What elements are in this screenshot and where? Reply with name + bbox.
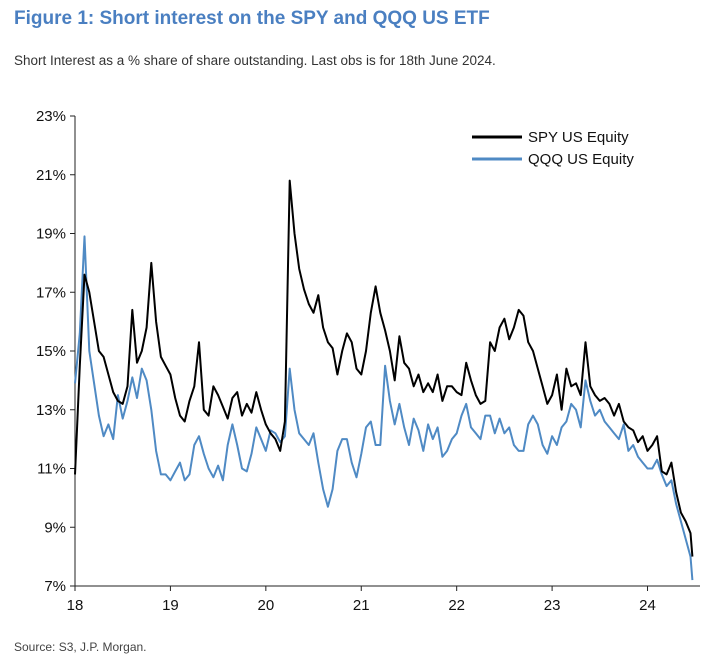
x-tick-label: 20 <box>257 597 274 614</box>
source-note: Source: S3, J.P. Morgan. <box>14 640 147 654</box>
series-line-spy <box>74 179 694 557</box>
y-tick-label: 13% <box>36 402 66 419</box>
legend-label-qqq: QQQ US Equity <box>528 151 634 168</box>
x-tick-label: 19 <box>162 597 179 614</box>
y-tick-label: 23% <box>36 108 66 125</box>
figure-title: Figure 1: Short interest on the SPY and … <box>14 8 490 29</box>
y-tick-label: 17% <box>36 284 66 301</box>
y-tick-label: 11% <box>37 461 66 478</box>
x-tick-label: 18 <box>67 597 84 614</box>
line-chart: 7%9%11%13%15%17%19%21%23%18 19 20 21 22 23 24 … <box>36 108 700 614</box>
legend-label-spy: SPY US Equity <box>528 129 629 146</box>
x-tick-label: 22 <box>448 597 465 614</box>
chart-legend: SPY US Equity QQQ US Equity <box>472 129 634 168</box>
chart-series <box>74 179 694 581</box>
chart-axes: 7% 9% 11% 13% 15% 17% 19% 21% 23% 18 19 20 21 22 23 24 <box>36 108 700 614</box>
y-tick-label: 19% <box>36 226 66 243</box>
series-line-qqq <box>74 235 694 581</box>
y-tick-label: 15% <box>36 343 66 360</box>
figure-subtitle: Short Interest as a % share of share out… <box>14 53 496 68</box>
y-tick-label: 7% <box>44 578 66 595</box>
y-tick-label: 21% <box>36 167 66 184</box>
y-tick-label: 9% <box>44 519 66 536</box>
x-tick-label: 23 <box>544 597 561 614</box>
x-tick-label: 24 <box>639 597 656 614</box>
x-tick-label: 21 <box>353 597 370 614</box>
